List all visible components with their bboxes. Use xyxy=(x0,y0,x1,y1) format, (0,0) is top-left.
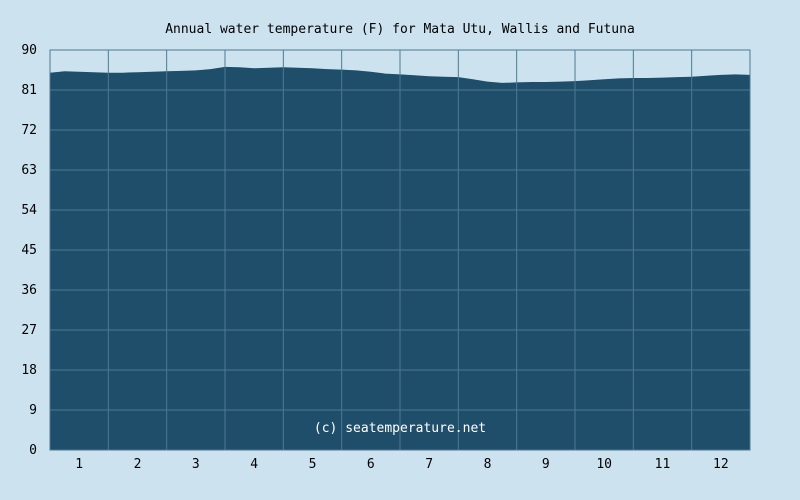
x-tick-label: 3 xyxy=(192,457,200,472)
x-tick-label: 2 xyxy=(134,457,142,472)
x-tick-label: 12 xyxy=(713,457,729,472)
y-tick-label: 36 xyxy=(21,283,37,298)
x-tick-label: 9 xyxy=(542,457,550,472)
y-tick-label: 90 xyxy=(21,43,37,58)
y-axis-ticks: 0 9 18 27 36 45 54 63 72 81 90 xyxy=(21,43,37,458)
x-tick-label: 4 xyxy=(250,457,258,472)
x-tick-label: 6 xyxy=(367,457,375,472)
x-tick-label: 5 xyxy=(309,457,317,472)
x-axis-ticks: 1 2 3 4 5 6 7 8 9 10 11 12 xyxy=(75,457,728,472)
chart-title: Annual water temperature (F) for Mata Ut… xyxy=(165,22,635,37)
y-tick-label: 63 xyxy=(21,163,37,178)
watermark-text: (c) seatemperature.net xyxy=(314,421,486,436)
x-tick-label: 10 xyxy=(596,457,612,472)
x-tick-label: 11 xyxy=(655,457,671,472)
plot-border xyxy=(49,49,751,451)
y-tick-label: 72 xyxy=(21,123,37,138)
y-tick-label: 0 xyxy=(29,443,37,458)
y-tick-label: 18 xyxy=(21,363,37,378)
x-tick-label: 1 xyxy=(75,457,83,472)
y-tick-label: 45 xyxy=(21,243,37,258)
x-tick-label: 7 xyxy=(425,457,433,472)
y-tick-label: 54 xyxy=(21,203,37,218)
y-tick-label: 81 xyxy=(21,83,37,98)
x-tick-label: 8 xyxy=(484,457,492,472)
y-tick-label: 27 xyxy=(21,323,37,338)
y-tick-label: 9 xyxy=(29,403,37,418)
